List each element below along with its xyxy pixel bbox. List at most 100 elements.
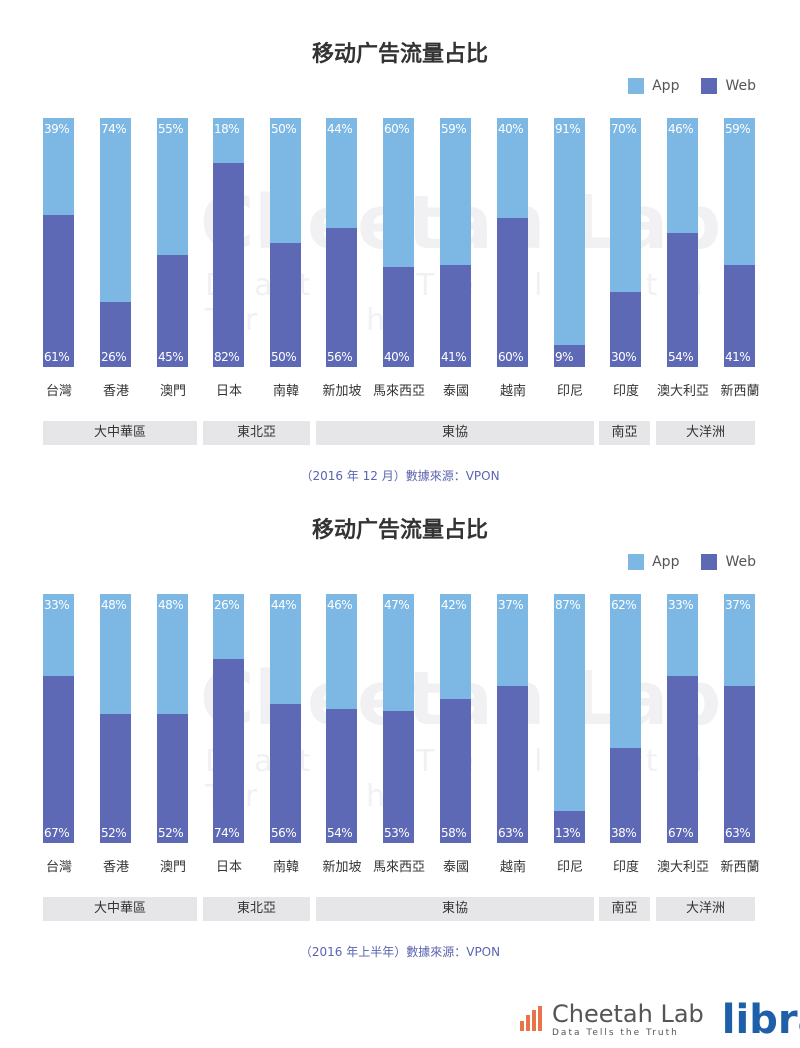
category-label: 印尼: [556, 860, 583, 875]
region-label: 南亞: [599, 421, 650, 445]
label-web: 30%: [611, 350, 637, 364]
bar-stack: 40% 60%: [497, 118, 528, 367]
brand-tagline: Data Tells the Truth: [552, 1028, 679, 1038]
bar-stack: 48% 52%: [100, 594, 131, 843]
label-app: 62%: [611, 598, 637, 612]
category-label: 香港: [102, 860, 129, 875]
legend-label: Web: [725, 78, 756, 94]
label-app: 55%: [158, 122, 184, 136]
bar-stack: 33% 67%: [43, 594, 74, 843]
category-label: 印度: [612, 860, 639, 875]
bar-stack: 33% 67%: [667, 594, 698, 843]
cheetah-lab-logo: Cheetah Lab Data Tells the Truth: [518, 1001, 704, 1039]
label-web: 41%: [441, 350, 467, 364]
bar-app: [326, 594, 357, 709]
bar-stack: 91% 9%: [554, 118, 585, 367]
label-app: 44%: [327, 122, 353, 136]
bar-app: [383, 118, 414, 268]
label-web: 82%: [214, 350, 240, 364]
label-app: 46%: [668, 122, 694, 136]
label-app: 33%: [668, 598, 694, 612]
label-app: 46%: [327, 598, 353, 612]
category-label: 台灣: [45, 860, 72, 875]
label-web: 13%: [555, 826, 581, 840]
bar-app: [213, 594, 244, 659]
label-web: 50%: [271, 350, 297, 364]
label-app: 39%: [44, 122, 70, 136]
category-label: 新加坡: [322, 384, 362, 399]
bar-web: [213, 162, 244, 367]
bar-stack: 87% 13%: [554, 594, 585, 843]
category-label: 印尼: [556, 384, 583, 399]
bar-app: [43, 118, 74, 216]
bar-web: [554, 344, 585, 367]
region-label: 東北亞: [203, 897, 310, 921]
label-web: 54%: [668, 350, 694, 364]
bar-app: [724, 594, 755, 687]
label-app: 33%: [44, 598, 70, 612]
category-label: 越南: [499, 860, 526, 875]
legend-label: App: [652, 554, 680, 570]
bar-web: [610, 292, 641, 367]
bar-app: [440, 594, 471, 699]
bar-app: [667, 594, 698, 677]
label-app: 18%: [214, 122, 240, 136]
bar-app: [326, 118, 357, 228]
cheetah-bars-icon: [520, 1006, 542, 1031]
bar-stack: 60% 40%: [383, 118, 414, 367]
legend-swatch-web: [701, 78, 718, 94]
chart-title: 移动广告流量占比: [311, 518, 488, 543]
label-app: 40%: [498, 122, 524, 136]
category-label: 泰國: [442, 860, 469, 875]
bar-web: [43, 676, 74, 843]
bar-app: [157, 118, 188, 255]
bar-stack: 48% 52%: [157, 594, 188, 843]
label-web: 63%: [725, 826, 751, 840]
label-web: 9%: [555, 350, 574, 364]
legend-item-app: App: [628, 78, 679, 94]
label-web: 54%: [327, 826, 353, 840]
bar-stack: 46% 54%: [667, 118, 698, 367]
category-label: 日本: [215, 860, 242, 875]
label-web: 52%: [101, 826, 127, 840]
category-label: 新加坡: [322, 860, 362, 875]
label-web: 52%: [158, 826, 184, 840]
bar-web: [383, 711, 414, 843]
label-app: 37%: [725, 598, 751, 612]
bar-web: [157, 713, 188, 843]
bar-web: [157, 254, 188, 367]
region-label: 大中華區: [43, 421, 197, 445]
category-label: 印度: [612, 384, 639, 399]
region-label: 東協: [316, 421, 594, 445]
footer-logos: Cheetah Lab Data Tells the Truth libra: [518, 1000, 800, 1040]
bar-web: [43, 215, 74, 367]
category-label: 台灣: [45, 384, 72, 399]
bar-stack: 37% 63%: [724, 594, 755, 843]
bar-stack: 50% 50%: [270, 118, 301, 367]
bar-stack: 44% 56%: [326, 118, 357, 367]
bar-app: [440, 118, 471, 265]
region-label: 大洋洲: [656, 897, 755, 921]
bar-app: [383, 594, 414, 712]
bar-stack: 26% 74%: [213, 594, 244, 843]
legend: App Web: [628, 78, 756, 94]
label-web: 61%: [44, 350, 70, 364]
bar-web: [440, 698, 471, 843]
bar-web: [724, 686, 755, 843]
legend-item-app: App: [628, 554, 679, 570]
label-web: 67%: [668, 826, 694, 840]
bar-web: [497, 217, 528, 367]
bar-app: [43, 594, 74, 677]
label-web: 56%: [271, 826, 297, 840]
bar-stack: 44% 56%: [270, 594, 301, 843]
label-app: 59%: [441, 122, 467, 136]
bar-web: [440, 264, 471, 367]
bar-app: [497, 594, 528, 687]
category-label: 新西蘭: [720, 860, 760, 875]
bar-stack: 59% 41%: [440, 118, 471, 367]
bar-web: [667, 232, 698, 367]
label-app: 37%: [498, 598, 524, 612]
bar-stack: 55% 45%: [157, 118, 188, 367]
chart-title: 移动广告流量占比: [311, 42, 488, 67]
bar-web: [270, 242, 301, 367]
